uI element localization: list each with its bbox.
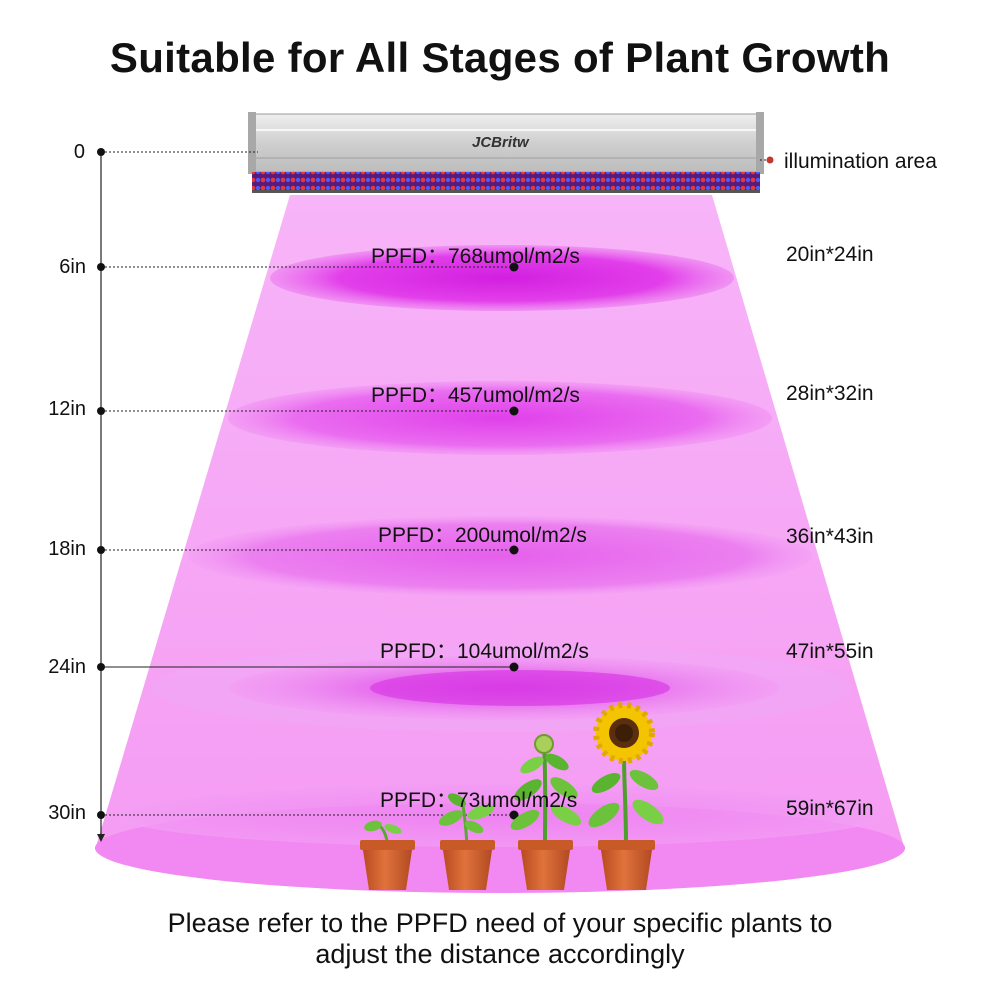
hotspot-18in [188, 516, 812, 596]
illumination-area-label: illumination area [784, 150, 937, 173]
area-label-6in: 20in*24in [786, 243, 874, 266]
area-label-30in: 59in*67in [786, 797, 874, 820]
pot-3 [518, 840, 573, 890]
brand-logo: JCBritw [472, 134, 529, 151]
distance-label-24in: 24in [48, 656, 86, 678]
page-title: Suitable for All Stages of Plant Growth [109, 34, 891, 81]
area-label-18in: 36in*43in [786, 525, 874, 548]
hotspot-30in [115, 783, 885, 847]
level-dots [97, 148, 774, 820]
hotspot-6in [270, 245, 734, 311]
hotspot-24in-core [370, 670, 670, 706]
pot-4 [598, 840, 655, 890]
distance-label-0: 0 [73, 141, 85, 163]
ppfd-label-30in: PPFD：73umol/m2/s [380, 789, 578, 812]
distance-label-30in: 30in [48, 802, 86, 824]
sunflower-head [593, 702, 655, 764]
hotspot-12in [228, 381, 772, 455]
pot-2 [440, 840, 495, 890]
footer-line-1: Please refer to the PPFD need of your sp… [167, 908, 833, 938]
ppfd-label-18in: PPFD：200umol/m2/s [378, 524, 587, 547]
axis-arrow [97, 834, 105, 842]
footer-note: Please refer to the PPFD need of your sp… [0, 908, 1000, 970]
area-label-12in: 28in*32in [786, 382, 874, 405]
area-label-24in: 47in*55in [786, 640, 874, 663]
ppfd-label-24in: PPFD：104umol/m2/s [380, 640, 589, 663]
plant-sunflower [588, 702, 664, 846]
footer-line-2: adjust the distance accordingly [315, 939, 685, 969]
ppfd-label-6in: PPFD：768umol/m2/s [371, 245, 580, 268]
ppfd-label-12in: PPFD：457umol/m2/s [371, 384, 580, 407]
distance-label-12in: 12in [48, 398, 86, 420]
distance-label-18in: 18in [48, 538, 86, 560]
distance-label-6in: 6in [59, 256, 86, 278]
grow-light-lamp [248, 112, 764, 193]
pot-1 [360, 840, 415, 890]
plant-budding [510, 734, 582, 846]
